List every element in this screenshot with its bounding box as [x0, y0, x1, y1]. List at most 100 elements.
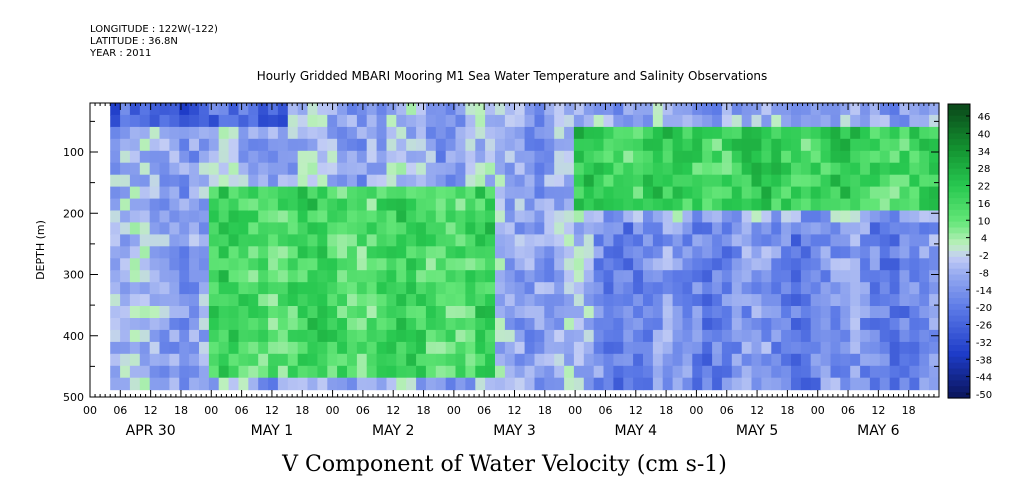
heatmap-cell: [504, 365, 516, 379]
heatmap-cell: [860, 306, 871, 319]
heatmap-cell: [327, 174, 338, 188]
heatmap-cell: [169, 186, 180, 200]
heatmap-cell: [218, 234, 230, 247]
heatmap-cell: [840, 282, 851, 295]
heatmap-cell: [110, 114, 121, 128]
heatmap-cell: [534, 186, 545, 200]
heatmap-cell: [652, 186, 664, 200]
colorbar-frame: [947, 103, 971, 399]
heatmap-cell: [208, 126, 220, 140]
heatmap-cell: [366, 150, 378, 164]
heatmap-cell: [129, 222, 141, 235]
colorbar-label: 16: [978, 199, 991, 210]
heatmap-cell: [643, 282, 654, 295]
heatmap-cell: [573, 234, 585, 247]
heatmap-cell: [277, 329, 289, 343]
heatmap-cell: [297, 198, 309, 212]
heatmap-cell: [889, 246, 901, 259]
heatmap-cell: [129, 282, 141, 295]
heatmap-cell: [455, 318, 466, 331]
variable-title: V Component of Water Velocity (cm s-1): [282, 452, 727, 477]
heatmap-cell: [258, 150, 269, 164]
heatmap-cell: [228, 258, 240, 271]
heatmap-cell: [741, 377, 753, 391]
heatmap-cell: [159, 341, 170, 355]
heatmap-cell: [692, 198, 703, 212]
heatmap-cell: [751, 198, 762, 212]
heatmap-cell: [386, 341, 397, 355]
heatmap-cell: [514, 282, 526, 295]
x-hour-label: 12: [871, 404, 885, 417]
heatmap-cell: [287, 126, 299, 140]
heatmap-cell: [258, 174, 269, 188]
heatmap-cell: [672, 282, 684, 295]
colorbar-label: -26: [976, 321, 992, 332]
heatmap-cell: [534, 258, 545, 271]
heatmap-cell: [791, 162, 802, 176]
heatmap-cell: [445, 162, 457, 176]
heatmap-cell: [583, 246, 595, 259]
heatmap-cell: [564, 103, 575, 116]
heatmap-cell: [850, 234, 861, 247]
heatmap-cell: [238, 126, 249, 140]
heatmap-cell: [929, 318, 940, 331]
heatmap-cell: [199, 114, 210, 128]
heatmap-cell: [889, 341, 901, 355]
heatmap-cell: [564, 234, 575, 247]
heatmap-cell: [366, 174, 378, 188]
heatmap-cell: [761, 210, 772, 223]
heatmap-cell: [277, 377, 289, 391]
heatmap-cell: [613, 246, 624, 259]
heatmap-cell: [643, 234, 654, 247]
heatmap-cell: [623, 377, 634, 391]
heatmap-cell: [317, 294, 328, 307]
heatmap-cell: [169, 329, 180, 343]
heatmap-cell: [544, 294, 555, 307]
heatmap-cell: [504, 222, 516, 235]
heatmap-cell: [781, 377, 792, 391]
heatmap-cell: [268, 186, 279, 200]
heatmap-cell: [208, 258, 220, 271]
heatmap-cell: [504, 234, 516, 247]
heatmap-cell: [869, 282, 881, 295]
colorbar-swatch: [948, 127, 970, 134]
heatmap-cell: [702, 282, 713, 295]
heatmap-cell: [850, 318, 861, 331]
heatmap-cell: [218, 150, 230, 164]
heatmap-cell: [820, 198, 832, 212]
heatmap-cell: [771, 210, 782, 223]
heatmap-cell: [485, 246, 496, 259]
heatmap-cell: [702, 138, 713, 152]
heatmap-cell: [218, 138, 230, 152]
heatmap-cell: [751, 174, 762, 188]
heatmap-cell: [593, 138, 605, 152]
heatmap-cell: [485, 306, 496, 319]
heatmap-cell: [287, 329, 299, 343]
heatmap-cell: [435, 126, 447, 140]
heatmap-cell: [347, 186, 358, 200]
heatmap-cell: [376, 186, 388, 200]
heatmap-cell: [208, 210, 220, 223]
year-label: YEAR : 2011: [90, 48, 152, 59]
heatmap-cell: [721, 341, 733, 355]
heatmap-cell: [731, 306, 743, 319]
heatmap-cell: [504, 174, 516, 188]
heatmap-cell: [879, 365, 891, 379]
heatmap-cell: [840, 162, 851, 176]
heatmap-cell: [337, 210, 348, 223]
heatmap-cell: [672, 222, 684, 235]
heatmap-cell: [179, 114, 190, 128]
heatmap-cell: [603, 270, 614, 283]
heatmap-cell: [692, 174, 703, 188]
heatmap-cell: [613, 150, 624, 164]
heatmap-cell: [929, 162, 940, 176]
heatmap-cell: [475, 114, 486, 128]
heatmap-cell: [120, 114, 131, 128]
heatmap-cell: [248, 258, 259, 271]
heatmap-cell: [554, 270, 565, 283]
heatmap-cell: [682, 294, 693, 307]
heatmap-cell: [307, 126, 318, 140]
heatmap-cell: [800, 150, 812, 164]
heatmap-cell: [445, 318, 457, 331]
heatmap-cell: [919, 377, 930, 391]
